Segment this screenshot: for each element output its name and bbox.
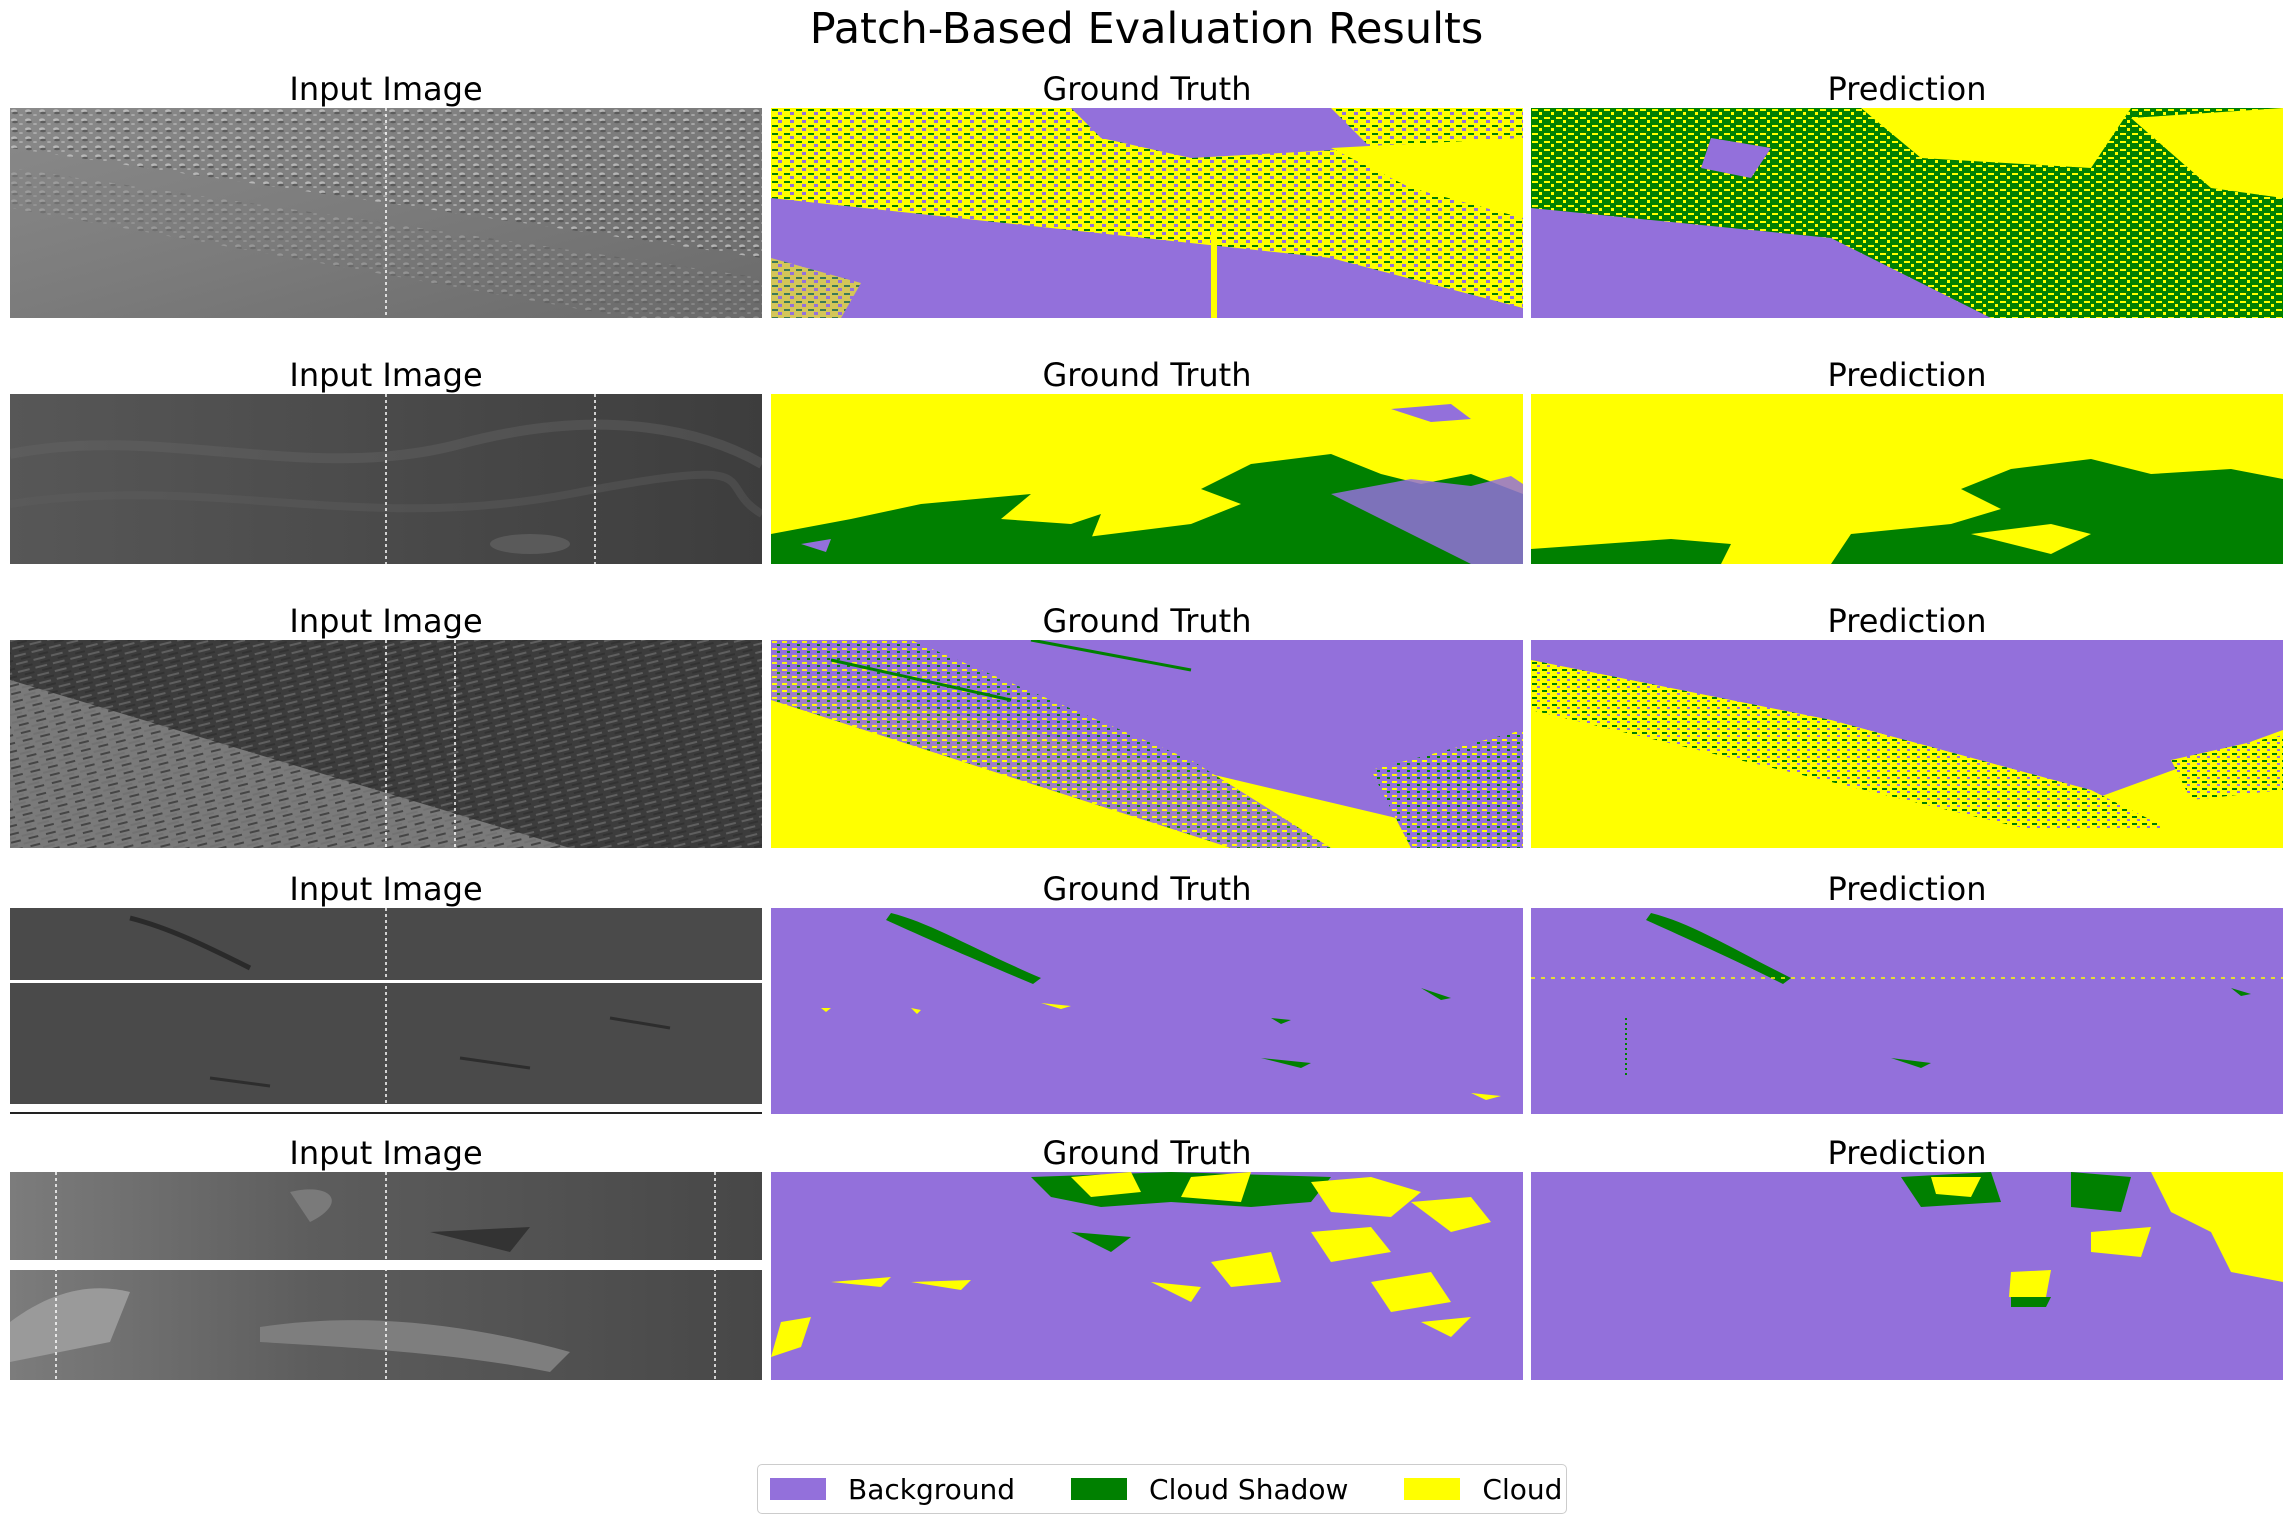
row4-input-image <box>10 908 762 1114</box>
legend-label-background: Background <box>848 1472 1016 1506</box>
row2-prediction-mask <box>1531 394 2283 564</box>
row3-ground-truth-mask <box>771 640 1523 848</box>
legend-item-background: Background <box>770 1473 1015 1506</box>
row5-ground-truth-title: Ground Truth <box>1042 1134 1252 1172</box>
row3-input-title: Input Image <box>289 602 483 640</box>
row5-prediction-title: Prediction <box>1827 1134 1987 1172</box>
legend-item-cloud-shadow: Cloud Shadow <box>1071 1473 1348 1506</box>
row3-prediction-title: Prediction <box>1827 602 1987 640</box>
row2-ground-truth-title: Ground Truth <box>1042 356 1252 394</box>
row1-prediction-mask <box>1531 108 2283 318</box>
row3-prediction-mask <box>1531 640 2283 848</box>
row4-ground-truth-mask <box>771 908 1523 1114</box>
figure-title: Patch-Based Evaluation Results <box>809 4 1484 54</box>
row5-prediction-mask <box>1531 1172 2283 1380</box>
row4-ground-truth-title: Ground Truth <box>1042 870 1252 908</box>
row2-input-title: Input Image <box>289 356 483 394</box>
legend-label-cloud: Cloud <box>1482 1472 1563 1506</box>
row2-input-image <box>10 394 762 564</box>
row1-ground-truth-mask <box>771 108 1523 318</box>
cloud-swatch <box>1404 1478 1461 1500</box>
legend-label-cloud-shadow: Cloud Shadow <box>1149 1472 1349 1506</box>
row2-ground-truth-mask <box>771 394 1523 564</box>
row1-input-title: Input Image <box>289 70 483 108</box>
row5-ground-truth-mask <box>771 1172 1523 1380</box>
row1-prediction-title: Prediction <box>1827 70 1987 108</box>
row3-ground-truth-title: Ground Truth <box>1042 602 1252 640</box>
row1-input-image <box>10 108 762 318</box>
row4-prediction-title: Prediction <box>1827 870 1987 908</box>
legend: Background Cloud Shadow Cloud <box>757 1464 1567 1514</box>
row3-input-image <box>10 640 762 848</box>
legend-item-cloud: Cloud <box>1404 1473 1562 1506</box>
row4-input-title: Input Image <box>289 870 483 908</box>
row2-prediction-title: Prediction <box>1827 356 1987 394</box>
row1-ground-truth-title: Ground Truth <box>1042 70 1252 108</box>
background-swatch <box>770 1478 826 1500</box>
cloud-shadow-swatch <box>1071 1478 1128 1500</box>
row5-input-title: Input Image <box>289 1134 483 1172</box>
row5-input-image <box>10 1172 762 1380</box>
row4-prediction-mask <box>1531 908 2283 1114</box>
